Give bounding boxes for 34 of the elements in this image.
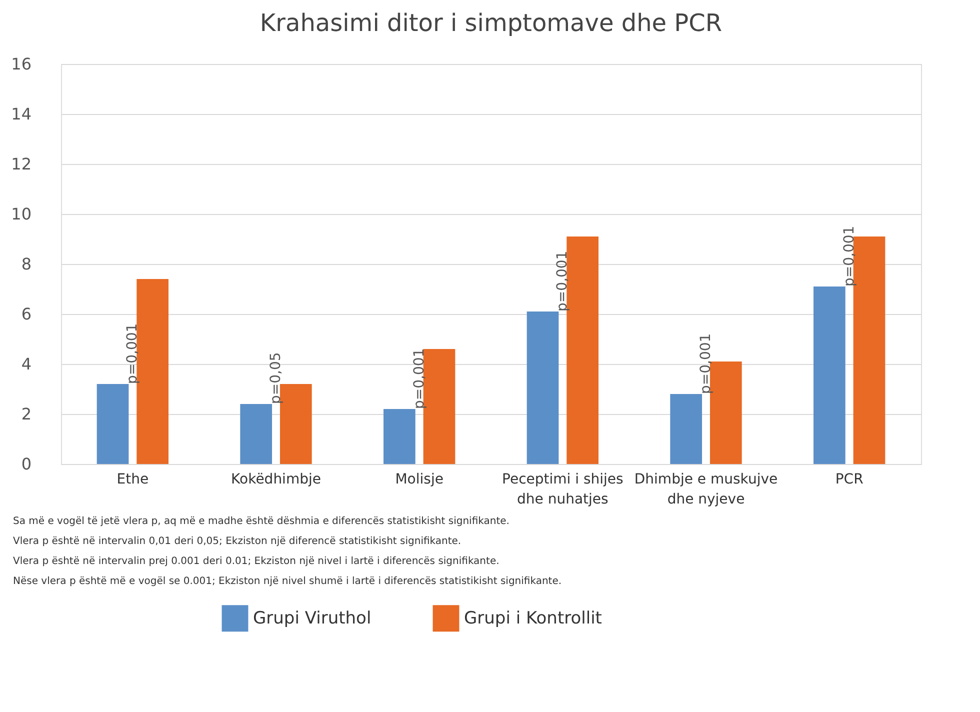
legend-label: Grupi Viruthol xyxy=(253,608,372,628)
x-tick-label: Dhimbje e muskujve dhe nyjeve xyxy=(634,472,778,508)
x-tick-label: Kokëdhimbje xyxy=(231,472,321,488)
legend-label: Grupi i Kontrollit xyxy=(464,608,602,628)
x-tick-label: Molisje xyxy=(395,472,444,488)
annotation: p=0,001 xyxy=(554,250,571,312)
annotation: p=0,001 xyxy=(124,323,141,384)
annotation: p=0,001 xyxy=(411,348,428,409)
y-tick-label: 8 xyxy=(21,254,32,274)
annotation: p=0,05 xyxy=(268,352,284,404)
y-tick-label: 14 xyxy=(11,104,32,124)
y-tick-label: 6 xyxy=(21,304,32,324)
y-tick-label: 4 xyxy=(21,354,32,374)
y-tick-label: 0 xyxy=(21,454,32,474)
y-tick-label: 10 xyxy=(11,204,32,224)
annotation: p=0,001 xyxy=(698,333,714,394)
text: Nëse vlera p është më e vogël se 0.001; Ekziston një nivel shumë i lartë i diferencës statistikisht signifikante. xyxy=(13,576,562,587)
text: Sa më e vogël të jetë vlera p, aq më e madhe është dëshmia e diferencës statistikisht signifikante. xyxy=(13,516,510,527)
x-tick-label: Ethe xyxy=(116,472,149,488)
y-tick-label: 12 xyxy=(11,154,32,174)
x-tick-label: PCR xyxy=(835,472,864,488)
bar xyxy=(384,409,416,464)
bar xyxy=(240,404,272,464)
chart-title: Krahasimi ditor i simptomave dhe PCR xyxy=(260,9,722,37)
bar xyxy=(670,394,702,464)
y-tick-label: 2 xyxy=(21,404,32,424)
bar xyxy=(526,312,559,464)
text: Vlera p është në intervalin 0,01 deri 0,05; Ekziston një diferencë statistikisht signifikante. xyxy=(13,536,462,547)
bar xyxy=(96,384,129,464)
annotation: p=0,001 xyxy=(841,226,858,286)
y-tick-label: 16 xyxy=(11,54,32,74)
x-tick-label: Peceptimi i shijes dhe nuhatjes xyxy=(502,472,624,508)
bar xyxy=(814,286,846,464)
text: Vlera p është në intervalin prej 0.001 deri 0.01; Ekziston një nivel i lartë i diferencës signifikante. xyxy=(13,556,500,567)
